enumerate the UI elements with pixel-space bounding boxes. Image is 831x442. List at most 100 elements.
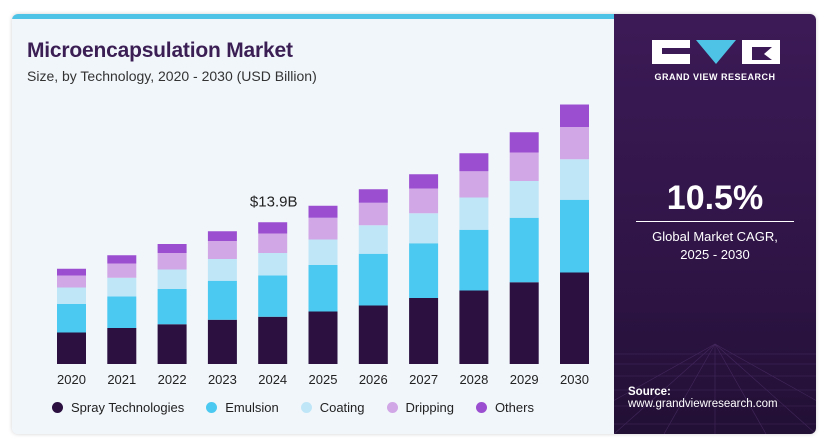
legend-label: Coating xyxy=(319,400,365,415)
bar-segment-2020-2 xyxy=(57,287,86,304)
bar-segment-2025-4 xyxy=(308,205,338,218)
bar-segment-2026-0 xyxy=(358,305,388,364)
bar-segment-2021-2 xyxy=(107,277,137,297)
stacked-bar-chart: 2020 2021 2022 2023 2024 $13.9B 2025 2026 2027 20… xyxy=(57,104,589,387)
bar-segment-2022-0 xyxy=(157,324,187,364)
bar-segment-2028-4 xyxy=(459,153,489,172)
cagr-divider xyxy=(636,221,794,222)
bar-segment-2022-1 xyxy=(157,289,187,325)
bar-segment-2021-4 xyxy=(107,255,137,264)
source-note: Source: www.grandviewresearch.com xyxy=(628,386,778,410)
chart-title: Microencapsulation Market xyxy=(27,39,293,62)
bar-segment-2023-4 xyxy=(207,231,237,241)
bar-segment-2030-1 xyxy=(560,199,589,273)
bar-segment-2029-4 xyxy=(509,132,539,153)
bar-segment-2026-4 xyxy=(358,189,388,203)
bar-segment-2028-1 xyxy=(459,229,489,291)
bar-segment-2021-0 xyxy=(107,328,137,364)
legend-label: Spray Technologies xyxy=(71,400,185,415)
chart-legend: Spray Technologies Emulsion Coating Drippin… xyxy=(52,400,556,415)
bar-segment-2026-1 xyxy=(358,253,388,306)
bar-segment-2023-2 xyxy=(207,259,237,281)
x-tick-label: 2023 xyxy=(208,372,237,387)
legend-label: Others xyxy=(494,400,534,415)
bar-segment-2025-0 xyxy=(308,311,338,364)
grand-view-research-logo xyxy=(652,40,780,64)
bar-segment-2026-3 xyxy=(358,202,388,226)
legend-item-4: Others xyxy=(475,400,534,415)
bar-segment-2030-0 xyxy=(560,272,589,364)
bar-segment-2027-4 xyxy=(409,174,439,189)
legend-item-0: Spray Technologies xyxy=(52,400,184,415)
bar-segment-2030-4 xyxy=(560,104,589,127)
bar-segment-2023-0 xyxy=(207,319,237,364)
brand-name: GRAND VIEW RESEARCH xyxy=(654,72,776,82)
legend-swatch xyxy=(386,402,398,413)
bar-segment-2020-3 xyxy=(57,275,86,288)
legend-swatch xyxy=(206,402,218,413)
x-tick-label: 2021 xyxy=(107,372,136,387)
bar-segment-2021-1 xyxy=(107,296,137,328)
bar-segment-2027-2 xyxy=(409,213,439,244)
bar-segment-2029-0 xyxy=(509,282,539,364)
cagr-label-line2: 2025 - 2030 xyxy=(680,247,750,262)
bar-segment-2027-1 xyxy=(409,243,439,298)
x-tick-label: 2024 xyxy=(258,372,287,387)
x-tick-label: 2028 xyxy=(459,372,488,387)
bar-segment-2030-2 xyxy=(560,159,589,200)
bar-segment-2024-4 xyxy=(258,222,288,234)
bar-segment-2024-3 xyxy=(258,233,288,253)
bar-segment-2024-2 xyxy=(258,253,288,276)
bar-segment-2027-0 xyxy=(409,298,439,364)
bar-segment-2028-3 xyxy=(459,171,489,198)
x-tick-label: 2026 xyxy=(359,372,388,387)
bar-segment-2029-1 xyxy=(509,217,539,283)
bar-segment-2025-3 xyxy=(308,217,338,240)
cagr-label: Global Market CAGR, 2025 - 2030 xyxy=(614,228,816,264)
bar-segment-2020-1 xyxy=(57,304,86,333)
cagr-label-line1: Global Market CAGR, xyxy=(652,229,778,244)
chart-subtitle: Size, by Technology, 2020 - 2030 (USD Bi… xyxy=(27,68,317,84)
bar-segment-2029-3 xyxy=(509,152,539,181)
x-tick-label: 2022 xyxy=(158,372,187,387)
bar-segment-2029-2 xyxy=(509,181,539,218)
bar-segment-2020-0 xyxy=(57,332,86,364)
bar-segment-2022-3 xyxy=(157,253,187,270)
bar-segment-2020-4 xyxy=(57,268,86,276)
perspective-grid-graphic xyxy=(614,343,816,434)
bar-segment-2028-2 xyxy=(459,197,489,230)
x-tick-label: 2020 xyxy=(57,372,86,387)
source-url[interactable]: www.grandviewresearch.com xyxy=(628,398,778,410)
x-tick-label: 2030 xyxy=(560,372,589,387)
bar-segment-2024-1 xyxy=(258,275,288,317)
bar-segment-2023-1 xyxy=(207,280,237,320)
bar-segment-2022-2 xyxy=(157,269,187,289)
source-label: Source: xyxy=(628,386,671,398)
cagr-value: 10.5% xyxy=(666,179,764,217)
legend-swatch xyxy=(475,402,487,413)
bar-segment-2025-1 xyxy=(308,265,338,312)
bar-segment-2030-3 xyxy=(560,127,589,160)
brand-panel: GRAND VIEW RESEARCH 10.5% Global Market … xyxy=(614,14,816,434)
bar-segment-2025-2 xyxy=(308,239,338,265)
legend-swatch xyxy=(300,402,312,413)
legend-label: Emulsion xyxy=(225,400,279,415)
bar-segment-2022-4 xyxy=(157,244,187,253)
bar-segment-2024-0 xyxy=(258,316,288,364)
accent-bar xyxy=(12,14,614,19)
legend-swatch xyxy=(52,402,63,413)
data-label-annotation: $13.9B xyxy=(250,193,298,210)
x-tick-label: 2025 xyxy=(309,372,338,387)
x-tick-label: 2029 xyxy=(510,372,539,387)
bar-segment-2028-0 xyxy=(459,290,489,364)
legend-item-1: Emulsion xyxy=(206,400,279,415)
legend-label: Dripping xyxy=(405,400,454,415)
x-tick-label: 2027 xyxy=(409,372,438,387)
bar-segment-2021-3 xyxy=(107,263,137,278)
legend-item-2: Coating xyxy=(300,400,365,415)
legend-item-3: Dripping xyxy=(386,400,454,415)
bar-segment-2026-2 xyxy=(358,225,388,254)
bar-segment-2023-3 xyxy=(207,241,237,259)
infographic-card: Microencapsulation Market Size, by Techn… xyxy=(12,14,816,434)
bar-segment-2027-3 xyxy=(409,188,439,214)
